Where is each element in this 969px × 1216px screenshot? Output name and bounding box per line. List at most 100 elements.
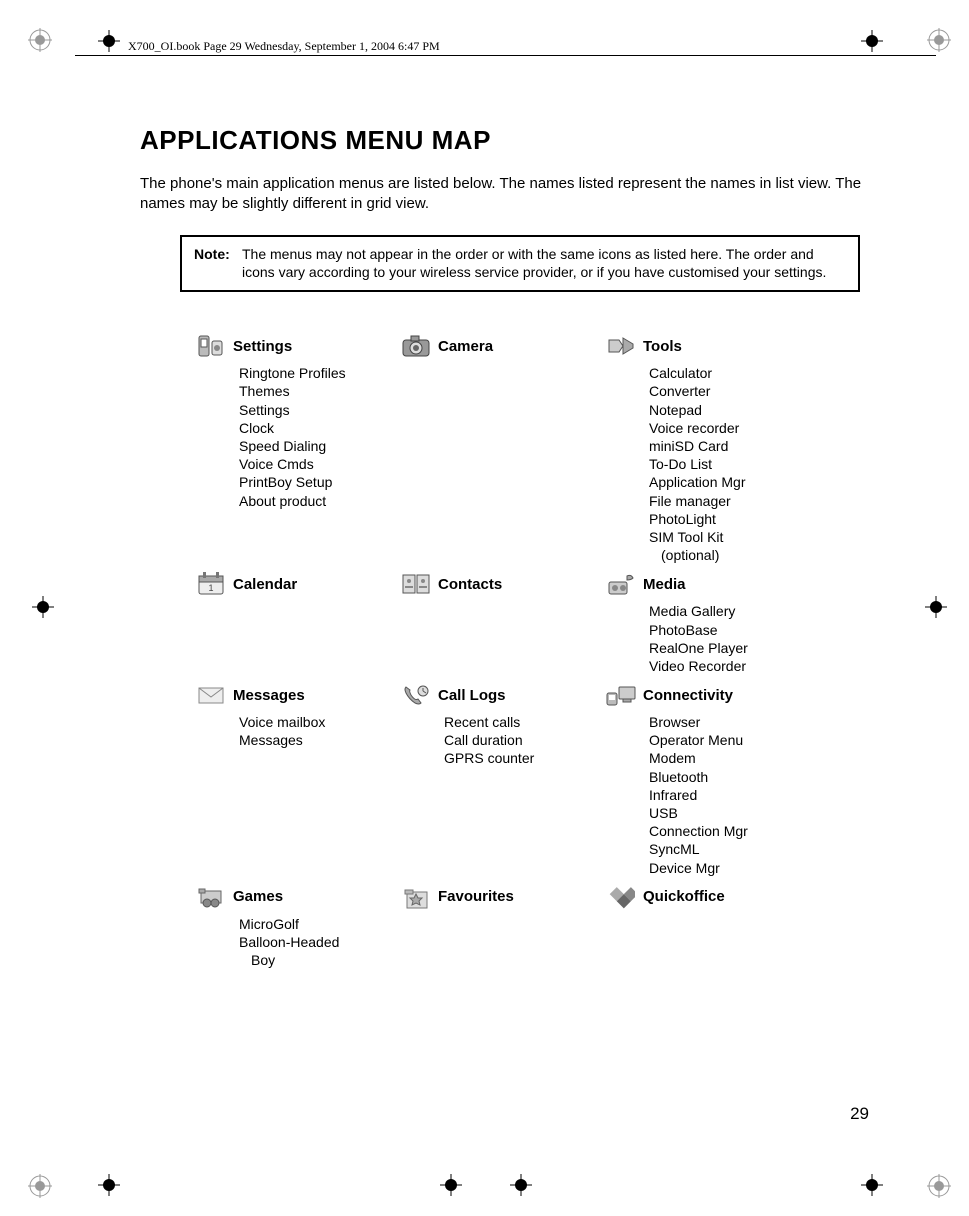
menu-item: Messages [239,731,400,749]
menu-connectivity: Connectivity Browser Operator Menu Modem… [605,679,835,877]
menu-item: Browser [649,713,835,731]
menu-item: Calculator [649,364,835,382]
menu-row: Settings Ringtone Profiles Themes Settin… [195,330,880,564]
menu-item: PhotoBase [649,621,835,639]
menu-item: About product [239,492,400,510]
note-body: The menus may not appear in the order or… [242,245,846,283]
menu-item: To-Do List [649,455,835,473]
menu-head: Settings [195,330,400,362]
menu-head: Quickoffice [605,881,835,913]
menu-head: Camera [400,330,605,362]
menu-item: Modem [649,749,835,767]
menu-title: Call Logs [438,687,506,704]
menu-call-logs: Call Logs Recent calls Call duration GPR… [400,679,605,768]
menu-head: 1 Calendar [195,568,400,600]
menu-item: File manager [649,492,835,510]
menu-item: Video Recorder [649,657,835,675]
note-label: Note: [194,245,242,283]
menu-games: Games MicroGolf Balloon-Headed Boy [195,881,400,970]
menu-contacts: Contacts [400,568,605,600]
menu-item: Themes [239,382,400,400]
menu-head: Tools [605,330,835,362]
menu-item: Infrared [649,786,835,804]
menu-head: Connectivity [605,679,835,711]
messages-icon [195,681,227,709]
menu-items: Recent calls Call duration GPRS counter [444,713,605,768]
menu-title: Settings [233,338,292,355]
menu-title: Tools [643,338,682,355]
menu-head: Media [605,568,835,600]
crop-mark-icon [510,1174,532,1196]
menu-item: SIM Tool Kit [649,528,835,546]
menu-item: Bluetooth [649,768,835,786]
menu-title: Calendar [233,576,297,593]
games-icon [195,883,227,911]
registration-mark-icon [28,1174,52,1198]
menu-item: PhotoLight [649,510,835,528]
contacts-icon [400,570,432,598]
menu-head: Messages [195,679,400,711]
menu-item: PrintBoy Setup [239,473,400,491]
menu-item: Connection Mgr [649,822,835,840]
camera-icon [400,332,432,360]
menu-item: USB [649,804,835,822]
menu-head: Contacts [400,568,605,600]
menu-grid: Settings Ringtone Profiles Themes Settin… [195,330,880,969]
svg-text:1: 1 [208,583,213,593]
menu-items: Calculator Converter Notepad Voice recor… [649,364,835,564]
menu-camera: Camera [400,330,605,362]
menu-head: Call Logs [400,679,605,711]
menu-item: Speed Dialing [239,437,400,455]
menu-item: RealOne Player [649,639,835,657]
menu-item: Clock [239,419,400,437]
menu-quickoffice: Quickoffice [605,881,835,913]
menu-media: Media Media Gallery PhotoBase RealOne Pl… [605,568,835,675]
menu-item: MicroGolf [239,915,400,933]
menu-item: Call duration [444,731,605,749]
menu-head: Games [195,881,400,913]
menu-item: Converter [649,382,835,400]
menu-item: SyncML [649,840,835,858]
crop-mark-icon [925,596,947,618]
crop-mark-icon [861,30,883,52]
header-text: X700_OI.book Page 29 Wednesday, Septembe… [128,39,440,54]
menu-title: Quickoffice [643,888,725,905]
menu-title: Games [233,888,283,905]
menu-row: Messages Voice mailbox Messages Call Log… [195,679,880,877]
menu-item: Voice mailbox [239,713,400,731]
menu-item: miniSD Card [649,437,835,455]
header-rule [75,55,936,56]
tools-icon [605,332,637,360]
crop-mark-icon [98,30,120,52]
menu-items: Voice mailbox Messages [239,713,400,749]
menu-title: Messages [233,687,305,704]
favourites-icon [400,883,432,911]
crop-mark-icon [861,1174,883,1196]
menu-item: Operator Menu [649,731,835,749]
note-box: Note: The menus may not appear in the or… [180,235,860,293]
registration-mark-icon [927,28,951,52]
menu-item: Application Mgr [649,473,835,491]
menu-item: Ringtone Profiles [239,364,400,382]
calendar-icon: 1 [195,570,227,598]
menu-row: 1 Calendar Contacts Media [195,568,880,675]
menu-item: (optional) [649,546,835,564]
menu-title: Camera [438,338,493,355]
menu-item: Voice recorder [649,419,835,437]
page-title: APPLICATIONS MENU MAP [140,125,880,156]
registration-mark-icon [927,1174,951,1198]
menu-title: Favourites [438,888,514,905]
menu-calendar: 1 Calendar [195,568,400,600]
menu-settings: Settings Ringtone Profiles Themes Settin… [195,330,400,510]
menu-items: Media Gallery PhotoBase RealOne Player V… [649,602,835,675]
settings-icon [195,332,227,360]
menu-item: Media Gallery [649,602,835,620]
quickoffice-icon [605,883,637,911]
registration-mark-icon [28,28,52,52]
connectivity-icon [605,681,637,709]
menu-item: GPRS counter [444,749,605,767]
call-logs-icon [400,681,432,709]
menu-row: Games MicroGolf Balloon-Headed Boy Favou… [195,881,880,970]
menu-messages: Messages Voice mailbox Messages [195,679,400,749]
crop-mark-icon [440,1174,462,1196]
